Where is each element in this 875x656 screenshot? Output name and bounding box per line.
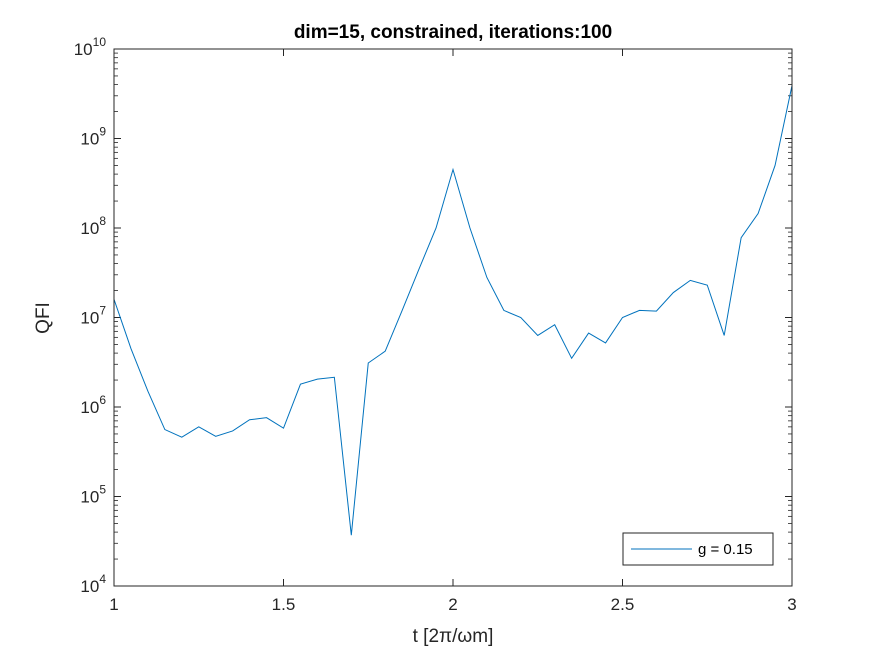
y-tick-label: 106 [80,393,106,417]
series-group [113,85,793,536]
x-axis-label: t [2π/ωm] [413,626,494,647]
chart-title: dim=15, constrained, iterations:100 [294,22,612,43]
axis-ticks: 1 1.5 2 2.5 3 104 105 106 107 108 109 1010 [74,35,797,614]
plot-frame [113,48,793,587]
series-line [113,85,793,536]
x-tick-label: 3 [787,595,796,614]
plot-area [114,49,792,586]
y-axis-label: QFI [33,302,54,334]
x-tick-label: 1 [109,595,118,614]
y-tick-label: 109 [80,125,106,149]
x-tick-label: 2 [448,595,457,614]
legend-entry-label: g = 0.15 [698,541,753,558]
y-tick-label: 105 [80,483,106,507]
y-tick-label: 1010 [74,35,107,59]
y-tick-label: 104 [80,572,106,596]
x-tick-label: 2.5 [611,595,635,614]
y-tick-label: 108 [80,214,106,238]
x-tick-label: 1.5 [272,595,296,614]
y-tick-label: 107 [80,304,106,328]
legend: g = 0.15 [622,532,774,566]
